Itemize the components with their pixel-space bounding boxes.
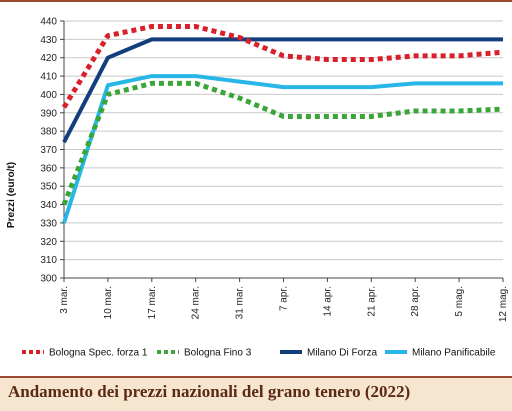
y-tick-label: 420 bbox=[40, 53, 57, 64]
x-tick-label: 12 mag. bbox=[498, 286, 509, 322]
legend: Bologna Spec. forza 1 Bologna Fino 3 Milan… bbox=[22, 348, 496, 359]
y-tick-labels: 300 310 320 330 340 350 360 370 380 390 400 410 420 4… bbox=[40, 17, 57, 285]
x-tick-label: 10 mar. bbox=[103, 286, 114, 319]
series-lines bbox=[61, 24, 504, 224]
y-tick-label: 330 bbox=[40, 218, 57, 229]
y-axis-label: Prezzi (euro/t) bbox=[6, 162, 17, 228]
series-line-2 bbox=[62, 37, 503, 144]
caption-bar: Andamento dei prezzi nazionali del grano… bbox=[0, 376, 512, 411]
legend-label-1: Bologna Fino 3 bbox=[184, 348, 252, 359]
y-tick-label: 320 bbox=[40, 237, 57, 248]
grid-lines bbox=[60, 20, 503, 279]
y-tick-label: 300 bbox=[40, 274, 57, 285]
x-tick-labels: 3 mar. 10 mar. 17 mar. 24 mar. 31 mar. 7 apr.… bbox=[59, 286, 509, 322]
x-tick-label: 5 mag. bbox=[454, 286, 465, 317]
x-tick-label: 14 apr. bbox=[322, 286, 333, 317]
y-tick-label: 440 bbox=[40, 17, 57, 28]
line-chart: 300 310 320 330 340 350 360 370 380 390 400 410 420 4… bbox=[6, 17, 509, 359]
x-tick-label: 7 apr. bbox=[279, 286, 290, 311]
y-tick-label: 310 bbox=[40, 255, 57, 266]
chart-title: Andamento dei prezzi nazionali del grano… bbox=[8, 382, 411, 401]
x-tick-label: 28 apr. bbox=[410, 286, 421, 317]
x-tick-label: 31 mar. bbox=[235, 286, 246, 319]
x-tick-label: 17 mar. bbox=[147, 286, 158, 319]
series-line-3 bbox=[62, 74, 503, 224]
x-tick-label: 3 mar. bbox=[59, 286, 70, 314]
axes bbox=[63, 21, 504, 282]
y-tick-label: 390 bbox=[40, 108, 57, 119]
y-tick-label: 360 bbox=[40, 163, 57, 174]
legend-label-2: Milano Di Forza bbox=[307, 348, 377, 359]
y-tick-label: 400 bbox=[40, 90, 57, 101]
x-tick-label: 21 apr. bbox=[366, 286, 377, 317]
y-tick-label: 370 bbox=[40, 145, 57, 156]
y-tick-label: 340 bbox=[40, 200, 57, 211]
series-line-1 bbox=[61, 80, 504, 206]
legend-label-0: Bologna Spec. forza 1 bbox=[49, 348, 148, 359]
y-tick-label: 350 bbox=[40, 182, 57, 193]
x-tick-label: 24 mar. bbox=[191, 286, 202, 319]
y-tick-label: 410 bbox=[40, 72, 57, 83]
y-tick-label: 430 bbox=[40, 35, 57, 46]
y-tick-label: 380 bbox=[40, 127, 57, 138]
series-line-0 bbox=[61, 24, 504, 109]
legend-label-3: Milano Panificabile bbox=[412, 348, 496, 359]
